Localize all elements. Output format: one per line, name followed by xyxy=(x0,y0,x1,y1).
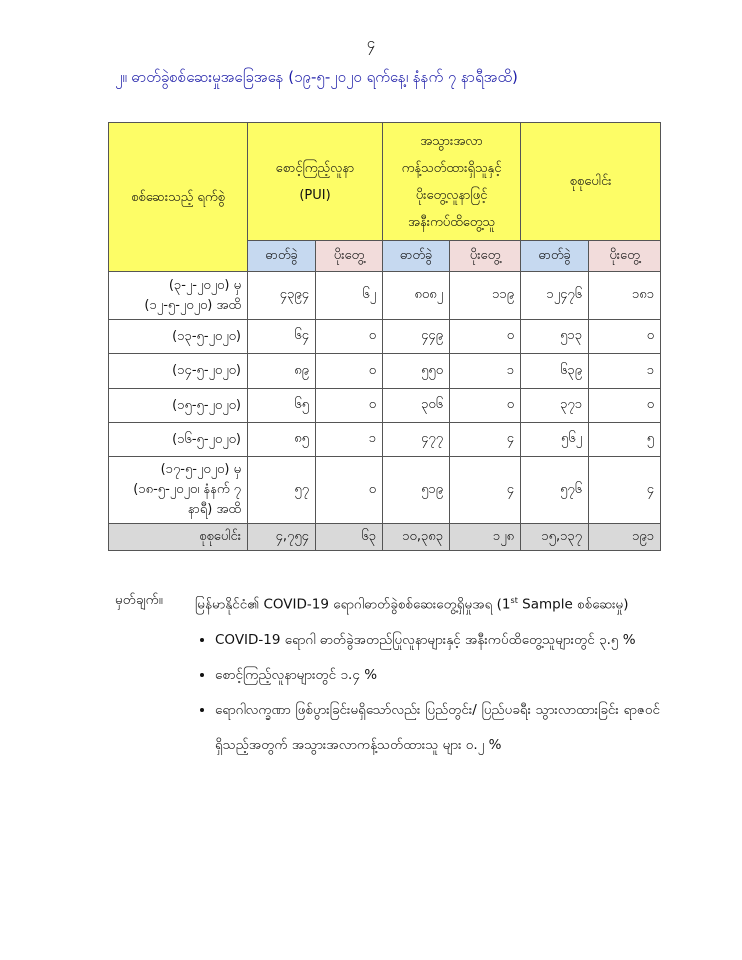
table-cell: ၅ xyxy=(588,422,662,457)
table-cell: ၀ xyxy=(314,388,384,423)
table-cell: ၃၀၆ xyxy=(382,388,451,423)
header-contacts-line3: ပိုးတွေ့လူနာဖြင့် xyxy=(415,187,488,203)
table-cell: ၅၁၉ xyxy=(382,456,451,524)
row-date: (၁၃-၅-၂၀၂၀) xyxy=(108,319,248,354)
header-contacts: အသွားအလာ ကန့်သတ်ထားရှိသူနှင့် ပိုးတွေ့လူ… xyxy=(382,122,522,241)
row-date: (၃-၂-၂၀၂၀) မှ (၁၂-၅-၂၀၂၀) အထိ xyxy=(108,271,248,320)
row-date: (၁၇-၅-၂၀၂၀) မှ (၁၈-၅-၂၀၂၀၊ နံနက် ၇ နာရီ)… xyxy=(108,456,248,524)
header-pui: စောင့်ကြည့်လူနာ (PUI) xyxy=(246,122,384,241)
table-row: (၁၅-၅-၂၀၂၀) ၆၅၀၃၀၆၀၃၇၁၀ xyxy=(108,388,662,423)
row-date: (၁၄-၅-၂၀၂၀) xyxy=(108,353,248,389)
table-cell: ၄ xyxy=(449,456,522,524)
table-cell: ၈၅ xyxy=(247,422,316,457)
table-row: (၁၃-၅-၂၀၂၀) ၆၄၀၄၄၉၀၅၁၃၀ xyxy=(108,319,662,354)
table-cell: ၆၄ xyxy=(247,319,316,354)
total-row: စုစုပေါင်း ၄,၇၅၄ ၆၃ ၁၀,၃၈၃ ၁၂၈ ၁၅,၁၃၇ ၁၉… xyxy=(108,523,662,551)
table-cell: ၅၆၂ xyxy=(520,422,590,457)
table-cell: ၀ xyxy=(314,319,384,354)
total-cell: ၁၂၈ xyxy=(449,523,522,551)
table-cell: ၆၃၉ xyxy=(520,353,590,389)
note-bullets: COVID-19 ရောဂါ ဓာတ်ခွဲအတည်ပြုလူနာများနှင… xyxy=(195,623,660,763)
sub-tested: ဓာတ်ခွဲ xyxy=(520,240,590,272)
total-cell: ၆၃ xyxy=(314,523,384,551)
table-cell: ၀ xyxy=(588,388,662,423)
table-cell: ၆၂ xyxy=(314,271,384,320)
table-cell: ၀ xyxy=(449,388,522,423)
total-label: စုစုပေါင်း xyxy=(108,523,248,551)
table-cell: ၅၇၆ xyxy=(520,456,590,524)
row-date: (၁၅-၅-၂၀၂၀) xyxy=(108,388,248,423)
table-cell: ၀ xyxy=(314,456,384,524)
table-cell: ၁ xyxy=(449,353,522,389)
lab-test-table: စစ်ဆေးသည့် ရက်စွဲ စောင့်ကြည့်လူနာ (PUI) … xyxy=(108,122,662,551)
table-cell: ၄၄၉ xyxy=(382,319,451,354)
header-contacts-line1: အသွားအလာ xyxy=(420,133,483,149)
note-intro-text-end: Sample စစ်ဆေးမှု) xyxy=(517,596,629,613)
note-bullet: စောင့်ကြည့်လူနာများတွင် ၁.၄ % xyxy=(215,658,660,693)
table-cell: ၈၀၈၂ xyxy=(382,271,451,320)
total-cell: ၄,၇၅၄ xyxy=(247,523,316,551)
table-cell: ၅၇ xyxy=(247,456,316,524)
table-cell: ၄၇၇ xyxy=(382,422,451,457)
total-cell: ၁၅,၁၃၇ xyxy=(520,523,590,551)
table-cell: ၄၃၉၄ xyxy=(247,271,316,320)
header-total: စုစုပေါင်း xyxy=(520,122,662,241)
total-cell: ၁၉၁ xyxy=(588,523,662,551)
table-cell: ၁၂၄၇၆ xyxy=(520,271,590,320)
sub-positive: ပိုးတွေ့ xyxy=(449,240,522,272)
table-cell: ၁၈၁ xyxy=(588,271,662,320)
note-bullet: ရောဂါလက္ခဏာ ဖြစ်ပွားခြင်းမရှိသော်လည်း ပြ… xyxy=(215,693,660,763)
header-contacts-line4: အနီးကပ်ထိတွေ့သူ xyxy=(408,214,495,230)
note-heading: မှတ်ချက်။ xyxy=(115,592,163,608)
page-number: ၄ xyxy=(366,34,376,52)
sub-tested: ဓာတ်ခွဲ xyxy=(247,240,316,272)
table-cell: ၈၉ xyxy=(247,353,316,389)
header-contacts-line2: ကန့်သတ်ထားရှိသူနှင့် xyxy=(401,160,502,176)
header-date: စစ်ဆေးသည့် ရက်စွဲ xyxy=(108,122,248,272)
note-intro-sup: st xyxy=(510,596,518,605)
note-intro-text: မြန်မာနိုင်ငံ၏ COVID-19 ရောဂါဓာတ်ခွဲစစ်ဆ… xyxy=(195,596,511,613)
table-cell: ၆၅ xyxy=(247,388,316,423)
note-section: မှတ်ချက်။ မြန်မာနိုင်ငံ၏ COVID-19 ရောဂါဓ… xyxy=(115,583,660,763)
table-cell: ၄ xyxy=(449,422,522,457)
table-row: (၃-၂-၂၀၂၀) မှ (၁၂-၅-၂၀၂၀) အထိ ၄၃၉၄ ၆၂ ၈၀၈၂၁… xyxy=(108,271,662,320)
sub-positive: ပိုးတွေ့ xyxy=(588,240,662,272)
note-intro: မြန်မာနိုင်ငံ၏ COVID-19 ရောဂါဓာတ်ခွဲစစ်ဆ… xyxy=(195,583,660,623)
table-row: (၁၆-၅-၂၀၂၀) ၈၅၁၄၇၇၄၅၆၂၅ xyxy=(108,422,662,457)
table-cell: ၄ xyxy=(588,456,662,524)
sub-positive: ပိုးတွေ့ xyxy=(314,240,384,272)
header-pui-line1: စောင့်ကြည့်လူနာ xyxy=(275,160,355,176)
table-cell: ၁ xyxy=(314,422,384,457)
table-cell: ၅၁၃ xyxy=(520,319,590,354)
row-date: (၁၆-၅-၂၀၂၀) xyxy=(108,422,248,457)
header-pui-line2: (PUI) xyxy=(299,187,331,203)
table-cell: ၀ xyxy=(314,353,384,389)
section-title: ၂။ ဓာတ်ခွဲစစ်ဆေးမှုအခြေအနေ (၁၉-၅-၂၀၂၀ ရက… xyxy=(115,68,518,86)
table-cell: ၀ xyxy=(588,319,662,354)
table-row: (၁၇-၅-၂၀၂၀) မှ (၁၈-၅-၂၀၂၀၊ နံနက် ၇ နာရီ)… xyxy=(108,456,662,524)
sub-tested: ဓာတ်ခွဲ xyxy=(382,240,451,272)
table-cell: ၁ xyxy=(588,353,662,389)
table-row: (၁၄-၅-၂၀၂၀) ၈၉၀၅၅၀၁၆၃၉၁ xyxy=(108,353,662,389)
note-bullet: COVID-19 ရောဂါ ဓာတ်ခွဲအတည်ပြုလူနာများနှင… xyxy=(215,623,660,658)
table-cell: ၁၁၉ xyxy=(449,271,522,320)
table-cell: ၀ xyxy=(449,319,522,354)
table-cell: ၃၇၁ xyxy=(520,388,590,423)
table-cell: ၅၅၀ xyxy=(382,353,451,389)
total-cell: ၁၀,၃၈၃ xyxy=(382,523,451,551)
